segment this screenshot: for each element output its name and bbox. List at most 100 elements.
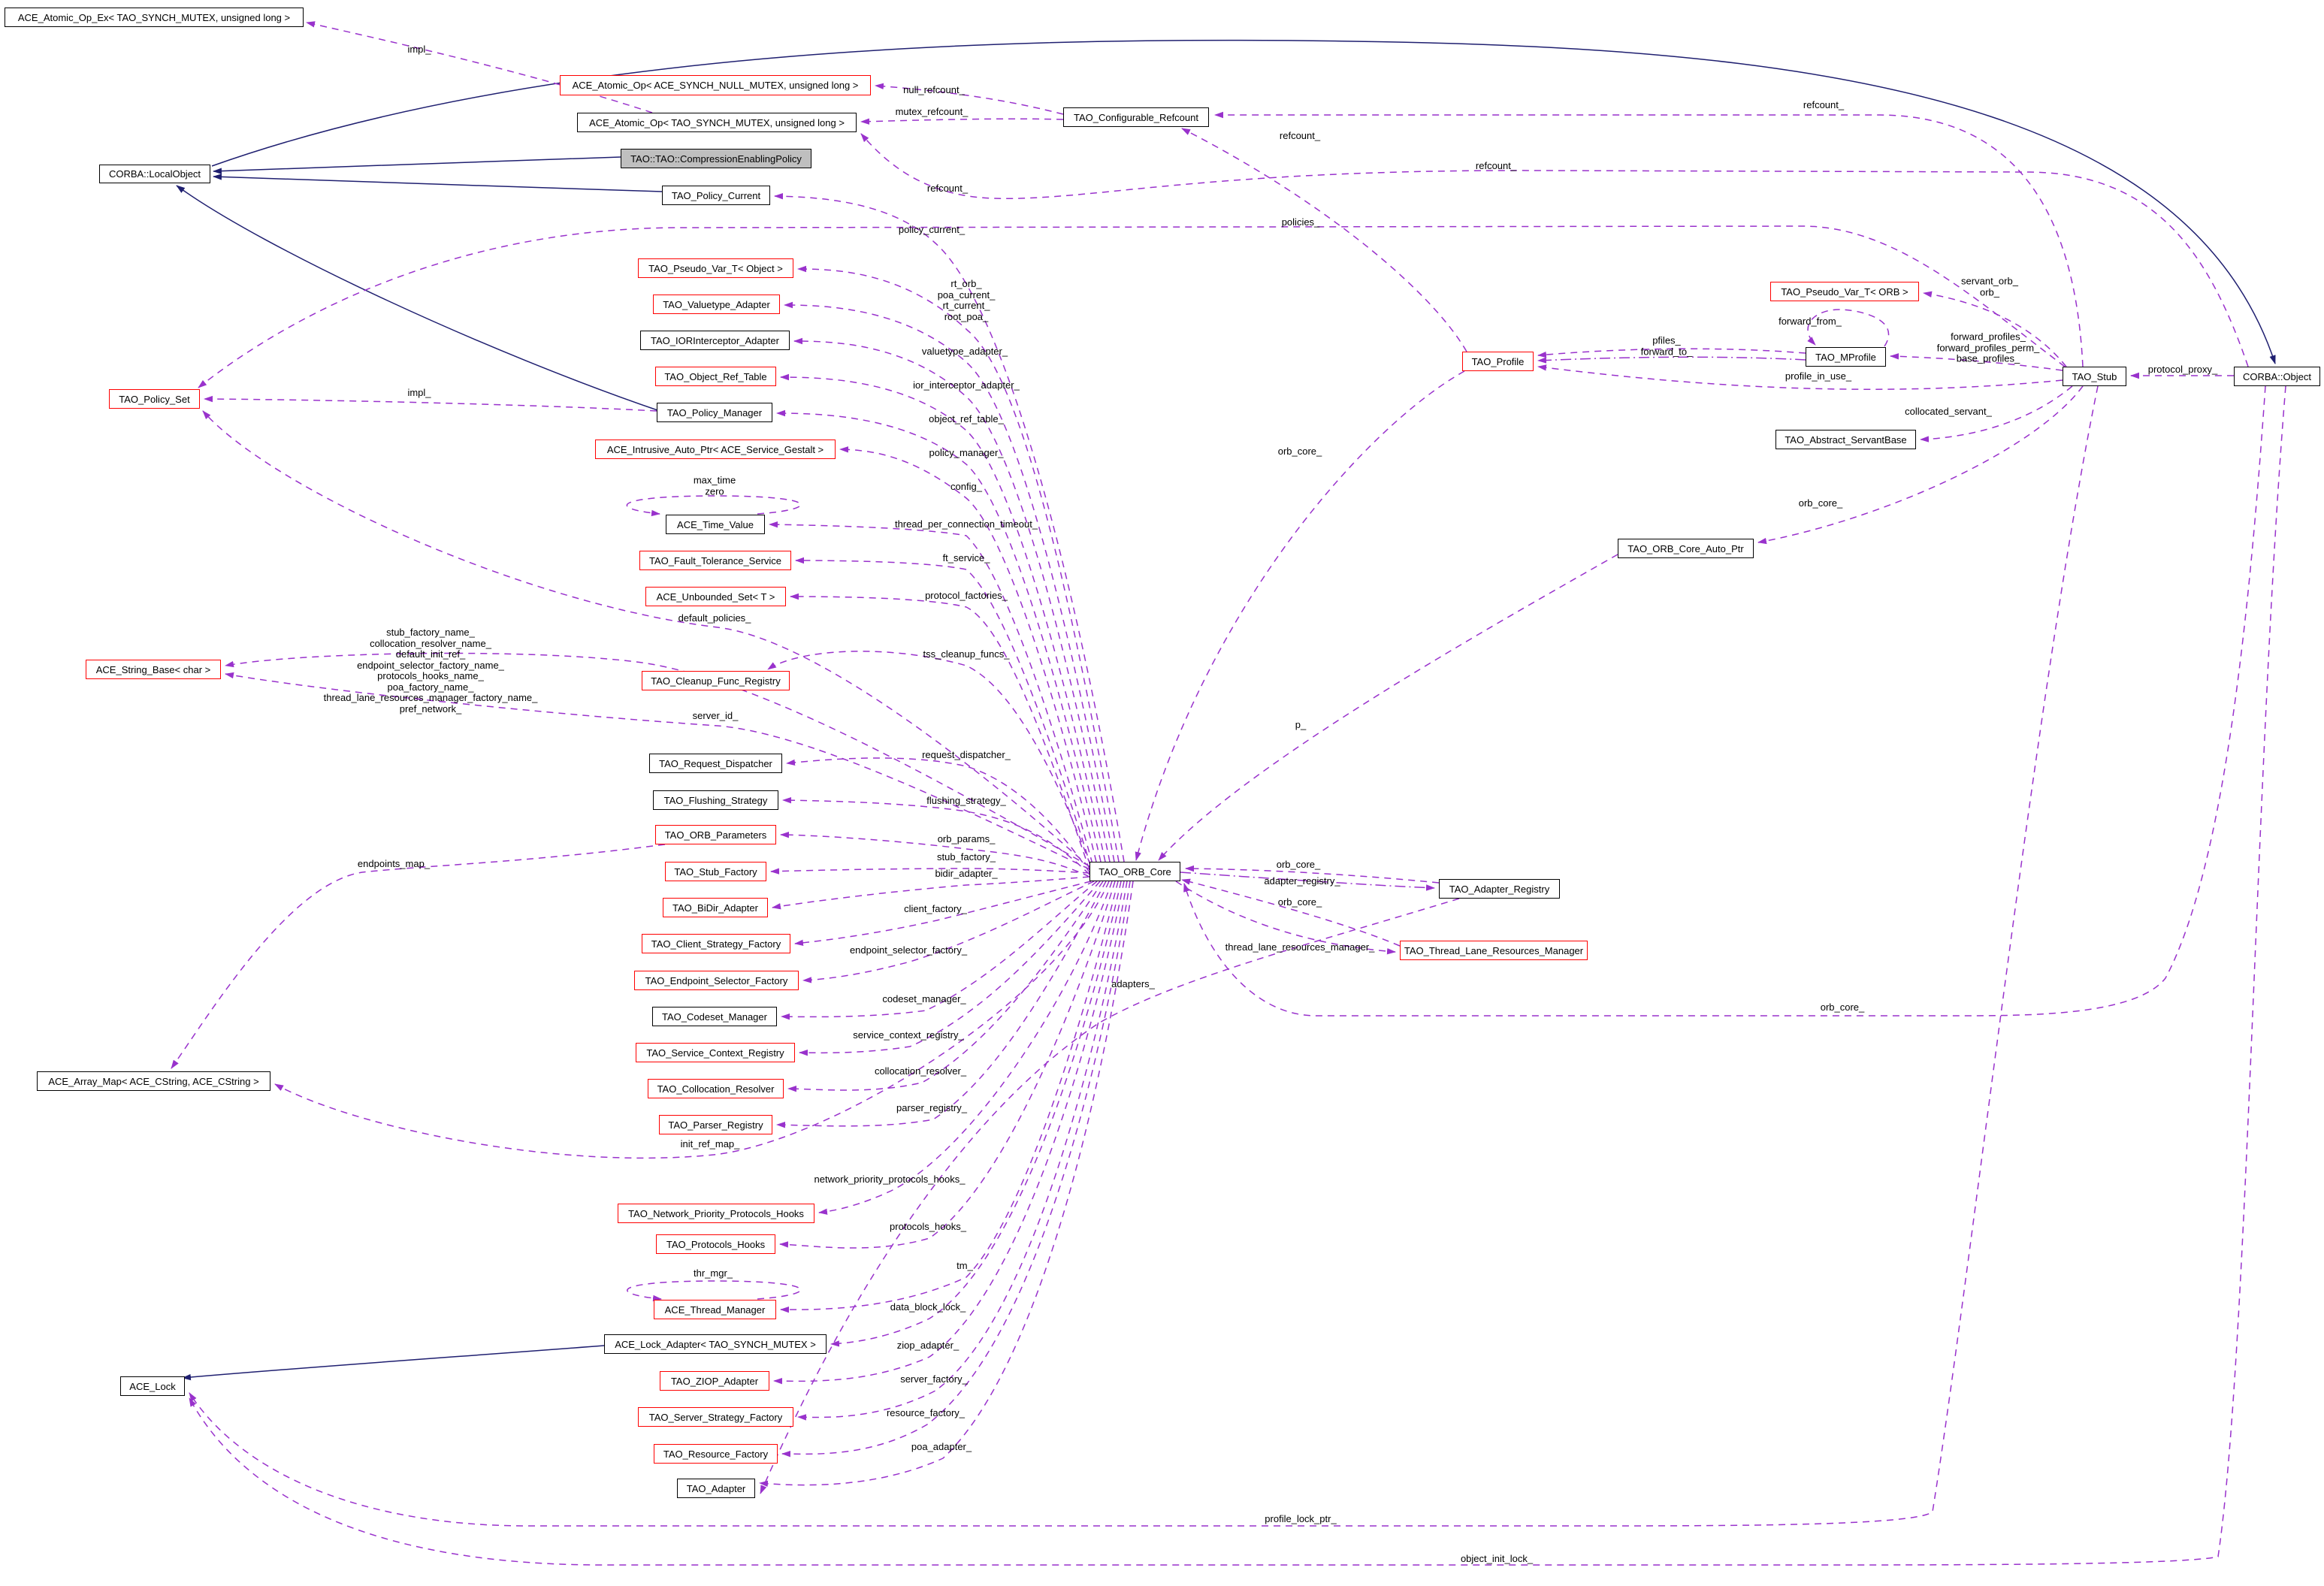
edge-label: impl_ bbox=[407, 386, 431, 398]
edge-label: policy_manager_ bbox=[929, 446, 1004, 458]
class-node-tao-orb-core[interactable]: TAO_ORB_Core bbox=[1089, 862, 1180, 881]
edge-label: request_dispatcher_ bbox=[922, 748, 1011, 760]
edge-label: parser_registry_ bbox=[896, 1101, 967, 1113]
class-node-tao-configurable-refcount[interactable]: TAO_Configurable_Refcount bbox=[1063, 107, 1209, 127]
class-node-tao-stub-factory[interactable]: TAO_Stub_Factory bbox=[665, 862, 766, 881]
class-node-ace-lock[interactable]: ACE_Lock bbox=[120, 1376, 185, 1396]
class-node-ace-thread-manager[interactable]: ACE_Thread_Manager bbox=[654, 1300, 776, 1319]
class-node-tao-request-dispatcher[interactable]: TAO_Request_Dispatcher bbox=[649, 754, 782, 773]
edge bbox=[784, 301, 1115, 862]
class-node-tao-ior-interceptor-adapter[interactable]: TAO_IORInterceptor_Adapter bbox=[640, 331, 790, 350]
class-node-tao-adapter-registry[interactable]: TAO_Adapter_Registry bbox=[1439, 879, 1560, 899]
edge bbox=[189, 385, 2286, 1566]
class-node-tao-policy-manager[interactable]: TAO_Policy_Manager bbox=[657, 403, 772, 422]
class-node-tao-codeset-manager[interactable]: TAO_Codeset_Manager bbox=[652, 1007, 777, 1026]
edge-label: tss_cleanup_funcs_ bbox=[923, 648, 1010, 660]
edge bbox=[1180, 872, 1435, 891]
class-node-tao-thread-lane-resources-manager[interactable]: TAO_Thread_Lane_Resources_Manager bbox=[1400, 941, 1588, 960]
class-node-tao-mprofile[interactable]: TAO_MProfile bbox=[1806, 347, 1886, 367]
edge bbox=[780, 831, 1090, 878]
class-node-tao-cleanup-func-registry[interactable]: TAO_Cleanup_Func_Registry bbox=[642, 671, 790, 690]
edge bbox=[176, 185, 660, 412]
class-node-tao-stub[interactable]: TAO_Stub bbox=[2063, 367, 2126, 386]
class-node-tao-service-context-registry[interactable]: TAO_Service_Context_Registry bbox=[636, 1043, 795, 1062]
edge bbox=[202, 410, 1090, 868]
edge bbox=[767, 651, 1091, 866]
class-node-tao-collocation-resolver[interactable]: TAO_Collocation_Resolver bbox=[648, 1079, 784, 1098]
class-node-tao-pseudo-var-t-orb[interactable]: TAO_Pseudo_Var_T< ORB > bbox=[1770, 282, 1919, 301]
class-node-tao-compression-enabling-policy[interactable]: TAO::TAO::CompressionEnablingPolicy bbox=[621, 149, 811, 168]
class-node-tao-pseudo-var-t-object[interactable]: TAO_Pseudo_Var_T< Object > bbox=[638, 258, 793, 278]
class-node-ace-atomic-op-ex[interactable]: ACE_Atomic_Op_Ex< TAO_SYNCH_MUTEX, unsig… bbox=[5, 8, 304, 27]
edge bbox=[780, 881, 1119, 1313]
edge bbox=[779, 881, 1116, 1249]
edge-label: collocation_resolver_ bbox=[874, 1065, 967, 1077]
class-node-corba-local-object[interactable]: CORBA::LocalObject bbox=[99, 165, 210, 183]
class-node-tao-orb-parameters[interactable]: TAO_ORB_Parameters bbox=[655, 825, 776, 844]
edge bbox=[875, 83, 1064, 115]
edge-label: config_ bbox=[950, 480, 982, 492]
class-node-corba-object[interactable]: CORBA::Object bbox=[2234, 367, 2320, 386]
class-node-tao-object-ref-table[interactable]: TAO_Object_Ref_Table bbox=[655, 367, 776, 386]
class-node-tao-policy-current[interactable]: TAO_Policy_Current bbox=[662, 186, 770, 205]
edge bbox=[797, 265, 1120, 862]
edge-label: null_refcount_ bbox=[903, 83, 965, 95]
edge bbox=[1214, 111, 2084, 367]
edge-label: valuetype_adapter_ bbox=[921, 345, 1008, 357]
class-node-tao-policy-set[interactable]: TAO_Policy_Set bbox=[109, 389, 200, 409]
class-node-tao-orb-core-auto-ptr[interactable]: TAO_ORB_Core_Auto_Ptr bbox=[1618, 539, 1754, 558]
class-node-tao-parser-registry[interactable]: TAO_Parser_Registry bbox=[659, 1115, 772, 1134]
class-node-tao-profile[interactable]: TAO_Profile bbox=[1462, 352, 1534, 371]
class-node-tao-adapter[interactable]: TAO_Adapter bbox=[677, 1479, 755, 1498]
class-node-ace-lock-adapter[interactable]: ACE_Lock_Adapter< TAO_SYNCH_MUTEX > bbox=[604, 1334, 827, 1354]
class-node-tao-client-strategy-factory[interactable]: TAO_Client_Strategy_Factory bbox=[642, 934, 790, 953]
class-node-ace-time-value[interactable]: ACE_Time_Value bbox=[666, 515, 765, 534]
class-node-ace-array-map[interactable]: ACE_Array_Map< ACE_CString, ACE_CString … bbox=[37, 1071, 270, 1091]
class-node-ace-unbounded-set[interactable]: ACE_Unbounded_Set< T > bbox=[645, 587, 786, 606]
edge bbox=[782, 796, 1090, 875]
edge-label: stub_factory_ bbox=[936, 850, 996, 862]
edge-label: orb_core_ bbox=[1276, 858, 1321, 870]
edge bbox=[797, 881, 1128, 1421]
edge bbox=[772, 876, 1090, 910]
edge-label: tm_ bbox=[956, 1259, 973, 1271]
edge bbox=[306, 21, 653, 113]
edge bbox=[793, 337, 1111, 862]
class-node-tao-flushing-strategy[interactable]: TAO_Flushing_Strategy bbox=[653, 790, 778, 810]
edge bbox=[1890, 353, 2063, 371]
class-node-tao-protocols-hooks[interactable]: TAO_Protocols_Hooks bbox=[656, 1234, 775, 1254]
class-node-tao-fault-tolerance-service[interactable]: TAO_Fault_Tolerance_Service bbox=[639, 551, 791, 570]
edge bbox=[1181, 878, 1401, 947]
edge-label: init_ref_map_ bbox=[680, 1137, 740, 1149]
edge-label: max_time zero bbox=[693, 474, 736, 497]
class-node-ace-atomic-op-null-mutex[interactable]: ACE_Atomic_Op< ACE_SYNCH_NULL_MUTEX, uns… bbox=[560, 75, 871, 95]
edge-label: refcount_ bbox=[1279, 129, 1321, 141]
class-node-tao-resource-factory[interactable]: TAO_Resource_Factory bbox=[654, 1444, 778, 1464]
class-node-tao-abstract-servantbase[interactable]: TAO_Abstract_ServantBase bbox=[1775, 430, 1916, 449]
edge bbox=[799, 881, 1101, 1056]
class-node-tao-valuetype-adapter[interactable]: TAO_Valuetype_Adapter bbox=[653, 295, 780, 314]
edge-label: object_ref_table_ bbox=[929, 412, 1004, 424]
edge-label: orb_core_ bbox=[1798, 497, 1843, 509]
edge bbox=[786, 757, 1090, 873]
class-node-tao-bidir-adapter[interactable]: TAO_BiDir_Adapter bbox=[663, 898, 768, 917]
edge bbox=[1183, 385, 2266, 1017]
edge-label: bidir_adapter_ bbox=[935, 867, 998, 879]
class-node-ace-intrusive-auto-ptr[interactable]: ACE_Intrusive_Auto_Ptr< ACE_Service_Gest… bbox=[595, 440, 836, 459]
class-node-tao-network-priority-protocols-hooks[interactable]: TAO_Network_Priority_Protocols_Hooks bbox=[618, 1204, 814, 1223]
edge-label: thread_lane_resources_manager_ bbox=[1225, 941, 1375, 953]
edge bbox=[198, 225, 2066, 388]
class-node-tao-endpoint-selector-factory[interactable]: TAO_Endpoint_Selector_Factory bbox=[634, 971, 799, 990]
edge-label: impl_ bbox=[407, 43, 431, 55]
edge-label: refcount_ bbox=[1475, 159, 1517, 171]
edge-label: default_policies_ bbox=[678, 612, 751, 624]
edge-label: data_block_lock_ bbox=[890, 1301, 966, 1313]
class-node-tao-ziop-adapter[interactable]: TAO_ZIOP_Adapter bbox=[660, 1371, 769, 1391]
class-node-tao-server-strategy-factory[interactable]: TAO_Server_Strategy_Factory bbox=[638, 1407, 793, 1427]
class-node-ace-string-base-char[interactable]: ACE_String_Base< char > bbox=[86, 660, 221, 679]
edge bbox=[760, 898, 1460, 1494]
class-node-ace-atomic-op-synch-mutex[interactable]: ACE_Atomic_Op< TAO_SYNCH_MUTEX, unsigned… bbox=[577, 113, 857, 132]
edge-label: network_priority_protocols_hooks_ bbox=[814, 1173, 966, 1185]
